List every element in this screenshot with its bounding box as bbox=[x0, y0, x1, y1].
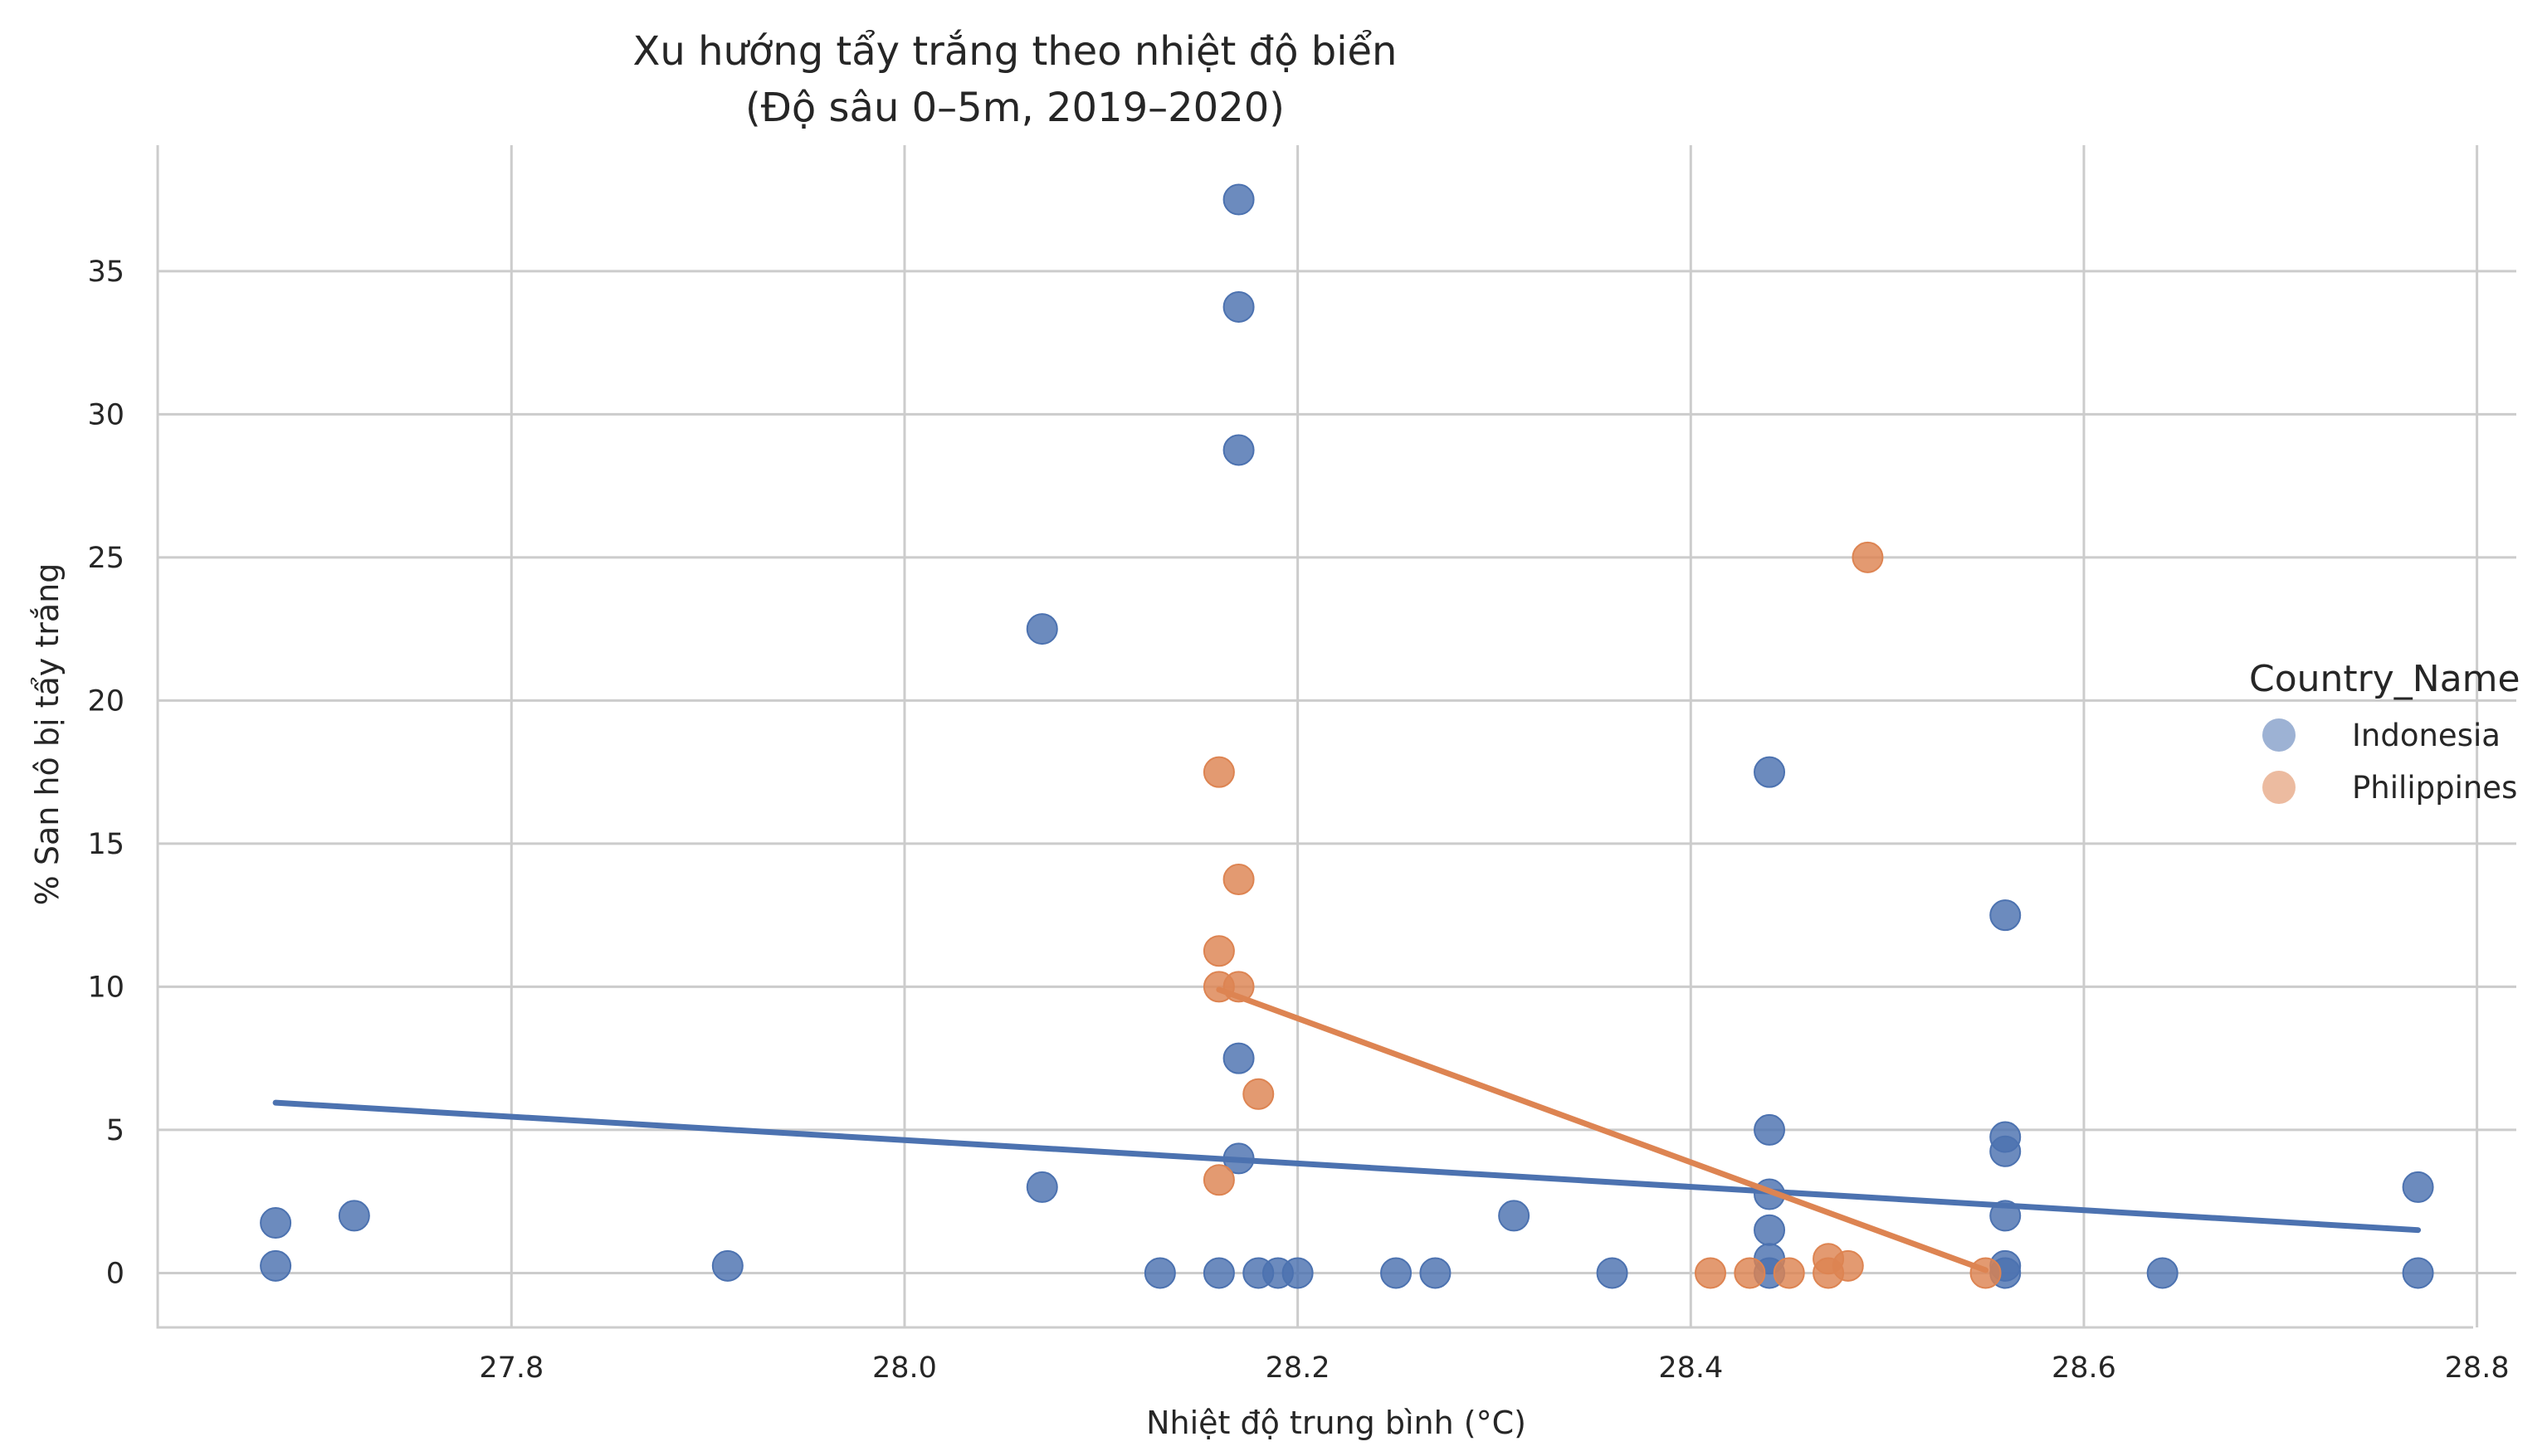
axis-spines bbox=[156, 145, 2473, 1329]
y-tick-label: 20 bbox=[87, 684, 124, 718]
legend-label-indonesia: Indonesia bbox=[2352, 718, 2501, 753]
chart-subtitle: (Độ sâu 0–5m, 2019–2020) bbox=[745, 85, 1285, 131]
y-tick-label: 25 bbox=[87, 542, 124, 575]
x-tick-label: 28.0 bbox=[872, 1351, 937, 1385]
x-tick-label: 28.4 bbox=[1658, 1351, 1723, 1385]
data-point-indonesia bbox=[1222, 1042, 1255, 1074]
data-point-philippines bbox=[1813, 1257, 1845, 1289]
data-point-indonesia bbox=[1754, 1113, 1786, 1146]
legend-label-philippines: Philippines bbox=[2352, 770, 2517, 806]
y-tick-label: 10 bbox=[87, 971, 124, 1004]
data-point-philippines bbox=[1203, 935, 1235, 967]
data-point-philippines bbox=[1734, 1257, 1766, 1289]
y-tick-label: 30 bbox=[87, 398, 124, 431]
data-point-indonesia bbox=[1203, 1257, 1235, 1289]
data-point-indonesia bbox=[1989, 1135, 2022, 1167]
x-tick-labels: 27.8 28.0 28.2 28.4 28.6 28.8 bbox=[479, 1351, 2509, 1385]
chart-title: Xu hướng tẩy trắng theo nhiệt độ biển bbox=[633, 28, 1398, 75]
trend-line-indonesia bbox=[272, 1099, 2422, 1234]
y-axis-label: % San hô bị tẩy trắng bbox=[29, 563, 66, 906]
y-tick-label: 15 bbox=[87, 828, 124, 861]
data-point-indonesia bbox=[260, 1249, 292, 1282]
data-point-indonesia bbox=[1281, 1257, 1314, 1289]
x-tick-label: 28.2 bbox=[1266, 1351, 1330, 1385]
legend: Country_Name Indonesia Philippines bbox=[2249, 658, 2520, 806]
data-point-indonesia bbox=[2146, 1257, 2179, 1289]
legend-marker-indonesia bbox=[2262, 718, 2296, 752]
legend-marker-philippines bbox=[2262, 771, 2296, 804]
legend-title: Country_Name bbox=[2249, 658, 2520, 700]
data-point-indonesia bbox=[1026, 613, 1058, 645]
data-point-philippines bbox=[1852, 541, 1884, 573]
y-tick-label: 5 bbox=[106, 1114, 124, 1147]
x-tick-label: 28.6 bbox=[2052, 1351, 2116, 1385]
data-point-indonesia bbox=[260, 1207, 292, 1239]
x-tick-label: 28.8 bbox=[2445, 1351, 2510, 1385]
data-point-philippines bbox=[1694, 1257, 1726, 1289]
trend-line-philippines bbox=[1216, 986, 1989, 1273]
data-point-indonesia bbox=[711, 1249, 744, 1282]
data-point-indonesia bbox=[1754, 1214, 1786, 1246]
data-points bbox=[260, 183, 2434, 1289]
trend-lines bbox=[272, 986, 2422, 1273]
data-point-indonesia bbox=[1222, 434, 1255, 466]
data-point-indonesia bbox=[1989, 899, 2022, 932]
x-tick-label: 27.8 bbox=[479, 1351, 544, 1385]
data-point-indonesia bbox=[1144, 1257, 1176, 1289]
data-point-indonesia bbox=[1754, 756, 1786, 788]
data-point-indonesia bbox=[1498, 1200, 1530, 1232]
data-point-indonesia bbox=[1419, 1257, 1452, 1289]
data-point-indonesia bbox=[1222, 183, 1255, 216]
data-point-philippines bbox=[1203, 1164, 1235, 1196]
data-point-indonesia bbox=[1222, 290, 1255, 323]
x-axis-label: Nhiệt độ trung bình (°C) bbox=[1146, 1405, 1526, 1441]
grid-lines bbox=[158, 145, 2516, 1327]
data-point-indonesia bbox=[1026, 1171, 1058, 1203]
data-point-indonesia bbox=[338, 1200, 370, 1232]
data-point-indonesia bbox=[2402, 1257, 2434, 1289]
data-point-philippines bbox=[1203, 756, 1235, 788]
y-tick-labels: 0 5 10 15 20 25 30 35 bbox=[87, 256, 124, 1291]
data-point-indonesia bbox=[1380, 1257, 1413, 1289]
data-point-indonesia bbox=[1596, 1257, 1628, 1289]
data-point-philippines bbox=[1773, 1257, 1805, 1289]
y-tick-label: 0 bbox=[106, 1257, 124, 1290]
data-point-philippines bbox=[1222, 864, 1255, 896]
data-point-indonesia bbox=[2402, 1171, 2434, 1203]
y-tick-label: 35 bbox=[87, 256, 124, 289]
data-point-philippines bbox=[1242, 1078, 1275, 1110]
